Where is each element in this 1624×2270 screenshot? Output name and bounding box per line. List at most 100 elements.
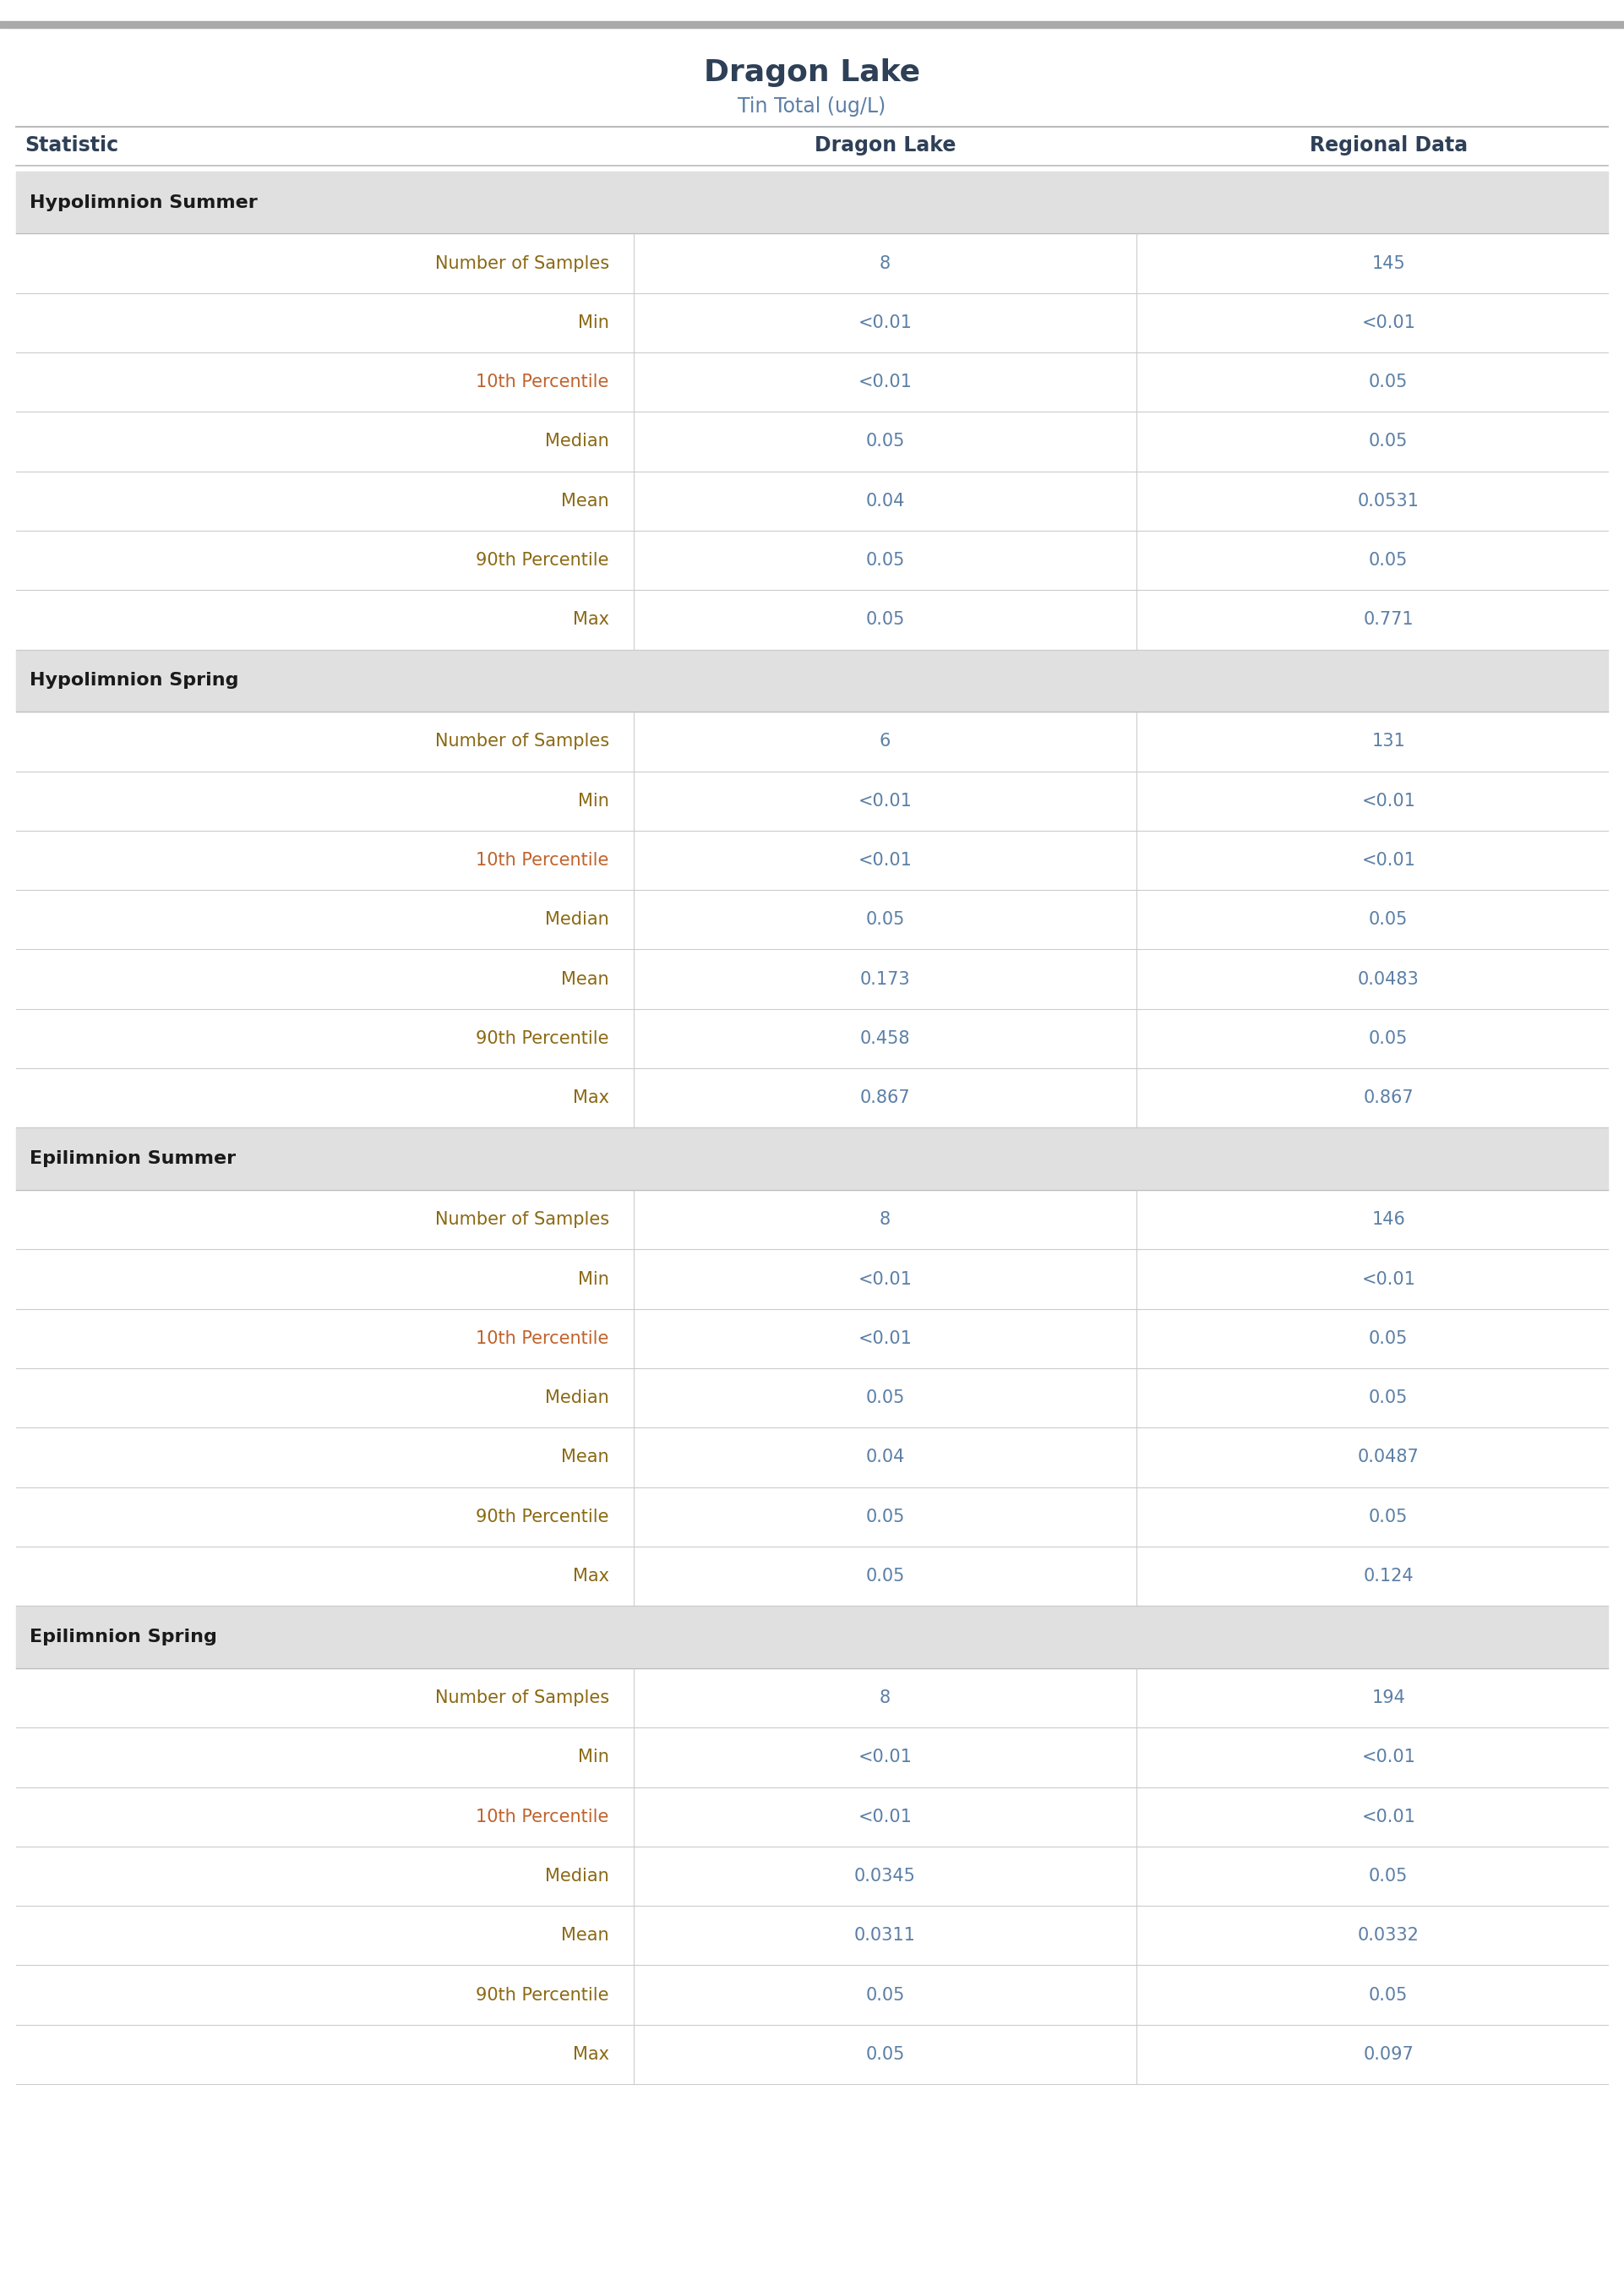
Bar [16,1428,1608,1487]
Text: Max: Max [573,2045,609,2063]
Text: Mean: Mean [562,1448,609,1466]
Bar [16,531,1608,590]
Text: 0.05: 0.05 [866,2045,905,2063]
Text: Median: Median [546,910,609,928]
Text: <0.01: <0.01 [857,1748,913,1766]
Text: 8: 8 [880,1689,890,1707]
Text: 8: 8 [880,254,890,272]
Text: 0.05: 0.05 [866,552,905,570]
Text: 0.04: 0.04 [866,1448,905,1466]
Bar [16,1369,1608,1428]
Text: 0.0487: 0.0487 [1358,1448,1419,1466]
Bar [16,1546,1608,1605]
Text: 0.0483: 0.0483 [1358,972,1419,987]
Text: 0.0311: 0.0311 [854,1927,916,1943]
Text: 0.124: 0.124 [1363,1569,1415,1584]
Text: Mean: Mean [562,493,609,508]
Text: 0.05: 0.05 [866,1569,905,1584]
Text: Number of Samples: Number of Samples [435,254,609,272]
Text: 0.05: 0.05 [1369,1031,1408,1046]
Bar [16,890,1608,949]
Text: 145: 145 [1372,254,1405,272]
Bar [16,234,1608,293]
Text: 0.05: 0.05 [866,434,905,449]
Text: 10th Percentile: 10th Percentile [476,1330,609,1346]
Bar [16,949,1608,1008]
Text: <0.01: <0.01 [1361,1809,1416,1825]
Text: Min: Min [578,792,609,810]
Text: <0.01: <0.01 [857,375,913,390]
Text: 90th Percentile: 90th Percentile [476,552,609,570]
Bar [16,411,1608,472]
Text: <0.01: <0.01 [857,313,913,331]
Bar [16,831,1608,890]
Text: 10th Percentile: 10th Percentile [476,1809,609,1825]
Text: 6: 6 [880,733,890,749]
Text: 0.867: 0.867 [1363,1090,1415,1105]
Bar [16,1846,1608,1907]
Bar [16,1008,1608,1069]
Text: 90th Percentile: 90th Percentile [476,1031,609,1046]
Text: 0.05: 0.05 [1369,552,1408,570]
Bar [16,472,1608,531]
Text: Epilimnion Spring: Epilimnion Spring [29,1628,216,1646]
Text: 0.458: 0.458 [861,1031,909,1046]
Bar [16,1668,1608,1727]
Text: 0.05: 0.05 [866,910,905,928]
Text: 0.05: 0.05 [866,611,905,629]
Text: Min: Min [578,313,609,331]
Text: <0.01: <0.01 [857,851,913,869]
Text: Hypolimnion Spring: Hypolimnion Spring [29,672,239,690]
Text: 0.05: 0.05 [866,1986,905,2004]
Text: 0.05: 0.05 [866,1389,905,1407]
Text: 0.05: 0.05 [1369,910,1408,928]
Text: <0.01: <0.01 [857,792,913,810]
Text: <0.01: <0.01 [1361,1748,1416,1766]
Text: Max: Max [573,611,609,629]
Text: <0.01: <0.01 [1361,851,1416,869]
Text: Statistic: Statistic [24,136,119,157]
Bar [16,1907,1608,1966]
Text: Hypolimnion Summer: Hypolimnion Summer [29,193,257,211]
Text: 8: 8 [880,1212,890,1228]
Bar [16,2025,1608,2084]
Text: Dragon Lake: Dragon Lake [703,59,921,86]
Bar [16,1069,1608,1128]
Bar [16,649,1608,713]
Text: 0.097: 0.097 [1363,2045,1415,2063]
Bar [16,772,1608,831]
Text: 0.0332: 0.0332 [1358,1927,1419,1943]
Text: 0.0531: 0.0531 [1358,493,1419,508]
Text: 0.867: 0.867 [859,1090,911,1105]
Text: 0.05: 0.05 [1369,1986,1408,2004]
Text: 194: 194 [1372,1689,1405,1707]
Bar [16,1487,1608,1546]
Text: 90th Percentile: 90th Percentile [476,1507,609,1525]
Text: 131: 131 [1372,733,1405,749]
Text: <0.01: <0.01 [1361,313,1416,331]
Text: <0.01: <0.01 [857,1809,913,1825]
Text: <0.01: <0.01 [857,1330,913,1346]
Bar [16,1605,1608,1668]
Text: 0.04: 0.04 [866,493,905,508]
Text: 0.05: 0.05 [1369,1330,1408,1346]
Bar [16,293,1608,352]
Bar [16,1249,1608,1310]
Text: 10th Percentile: 10th Percentile [476,851,609,869]
Text: 146: 146 [1372,1212,1405,1228]
Text: <0.01: <0.01 [1361,792,1416,810]
Text: Number of Samples: Number of Samples [435,733,609,749]
Text: Max: Max [573,1090,609,1105]
Text: 0.05: 0.05 [1369,1507,1408,1525]
Bar [16,1727,1608,1786]
Bar [16,1310,1608,1369]
Text: Max: Max [573,1569,609,1584]
Text: Mean: Mean [562,972,609,987]
Text: 10th Percentile: 10th Percentile [476,375,609,390]
Bar [16,713,1608,772]
Text: Number of Samples: Number of Samples [435,1212,609,1228]
Text: Min: Min [578,1271,609,1287]
Bar [16,590,1608,649]
Bar [16,1128,1608,1189]
Text: 0.05: 0.05 [1369,434,1408,449]
